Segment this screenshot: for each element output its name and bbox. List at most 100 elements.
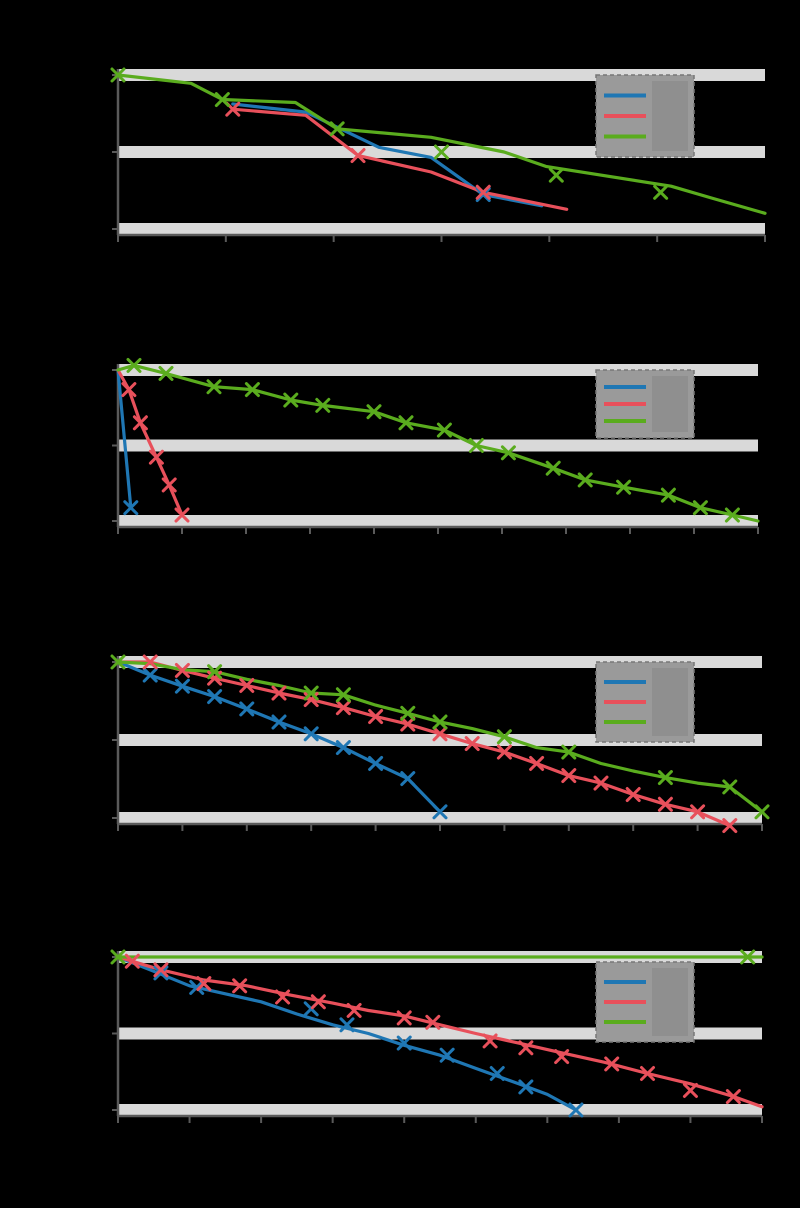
data-point — [142, 654, 158, 670]
data-point — [425, 1014, 441, 1030]
data-point — [475, 184, 491, 200]
data-point — [568, 1102, 584, 1118]
data-point — [366, 404, 382, 420]
data-point — [315, 397, 331, 413]
data-point — [132, 415, 148, 431]
data-point — [153, 965, 169, 981]
legend — [595, 74, 695, 158]
legend-label-area — [652, 376, 688, 432]
data-point — [396, 1035, 412, 1051]
data-point — [657, 770, 673, 786]
data-point — [239, 701, 255, 717]
data-point — [496, 729, 512, 745]
data-point — [368, 755, 384, 771]
data-point — [368, 709, 384, 725]
data-point — [153, 962, 169, 978]
data-point — [432, 726, 448, 742]
legend — [595, 369, 695, 439]
data-point — [561, 768, 577, 784]
data-point — [110, 949, 126, 965]
data-point — [432, 804, 448, 820]
data-point — [271, 714, 287, 730]
data-point — [604, 1056, 620, 1072]
data-point — [161, 477, 177, 493]
data-point — [725, 1089, 741, 1105]
chart-panel-1 — [110, 67, 767, 242]
chart-panel-4 — [110, 949, 764, 1123]
data-point — [660, 487, 676, 503]
data-point — [207, 689, 223, 705]
data-point — [206, 379, 222, 395]
data-point — [121, 382, 137, 398]
data-point — [475, 187, 491, 203]
legend — [595, 661, 695, 743]
data-point — [310, 994, 326, 1010]
data-point — [196, 976, 212, 992]
data-point — [439, 1047, 455, 1063]
data-point — [148, 449, 164, 465]
data-point — [653, 184, 669, 200]
chart-panel-3 — [110, 654, 770, 834]
data-point — [518, 1079, 534, 1095]
data-point — [518, 1040, 534, 1056]
data-point — [593, 775, 609, 791]
data-point — [244, 382, 260, 398]
data-point — [142, 667, 158, 683]
data-point — [303, 726, 319, 742]
chart-panel-2 — [112, 357, 760, 534]
data-point — [126, 357, 142, 373]
series-line-2 — [116, 660, 732, 828]
data-point — [464, 736, 480, 752]
data-point — [500, 445, 516, 461]
legend — [595, 961, 695, 1043]
data-point — [400, 771, 416, 787]
data-point — [174, 662, 190, 678]
data-point — [207, 664, 223, 680]
data-point — [158, 365, 174, 381]
data-point — [690, 804, 706, 820]
data-point — [625, 787, 641, 803]
series-line-3 — [116, 73, 767, 215]
data-point — [275, 989, 291, 1005]
data-point — [482, 1033, 498, 1049]
data-point — [616, 479, 632, 495]
series-line-2 — [116, 955, 764, 1109]
data-point — [548, 167, 564, 183]
series-line-2 — [231, 107, 569, 211]
data-point — [350, 148, 366, 164]
data-point — [545, 460, 561, 476]
data-point — [692, 500, 708, 516]
data-point — [339, 1017, 355, 1033]
data-point — [436, 422, 452, 438]
data-point — [239, 677, 255, 693]
data-point — [174, 507, 190, 523]
data-point — [335, 687, 351, 703]
data-point — [754, 804, 770, 820]
data-point — [283, 392, 299, 408]
data-point — [214, 92, 230, 108]
data-point — [554, 1049, 570, 1065]
data-point — [303, 685, 319, 701]
data-point — [434, 144, 449, 160]
data-point — [432, 714, 448, 730]
data-point — [271, 685, 287, 701]
data-point — [722, 779, 738, 795]
data-point — [400, 716, 416, 732]
data-point — [468, 438, 484, 453]
data-point — [335, 740, 351, 756]
data-point — [189, 979, 205, 995]
data-point — [496, 744, 512, 760]
series-line-1 — [231, 102, 544, 208]
data-point — [640, 1066, 656, 1081]
data-point — [232, 978, 248, 994]
data-point — [657, 796, 673, 812]
data-point — [124, 953, 140, 969]
data-point — [346, 1002, 362, 1018]
legend-label-area — [652, 81, 688, 151]
data-point — [489, 1066, 505, 1081]
data-point — [682, 1082, 698, 1098]
data-point — [110, 654, 126, 670]
data-point — [577, 472, 593, 488]
data-point — [123, 500, 139, 516]
